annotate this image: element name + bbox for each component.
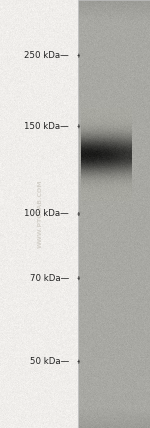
Text: 250 kDa—: 250 kDa— [24, 51, 69, 60]
Text: 150 kDa—: 150 kDa— [24, 122, 69, 131]
Text: 50 kDa—: 50 kDa— [30, 357, 69, 366]
Bar [78, 0, 150, 428]
Text: 100 kDa—: 100 kDa— [24, 209, 69, 219]
Text: 70 kDa—: 70 kDa— [30, 273, 69, 283]
Text: WWW.PTGLAB.COM: WWW.PTGLAB.COM [38, 180, 43, 248]
